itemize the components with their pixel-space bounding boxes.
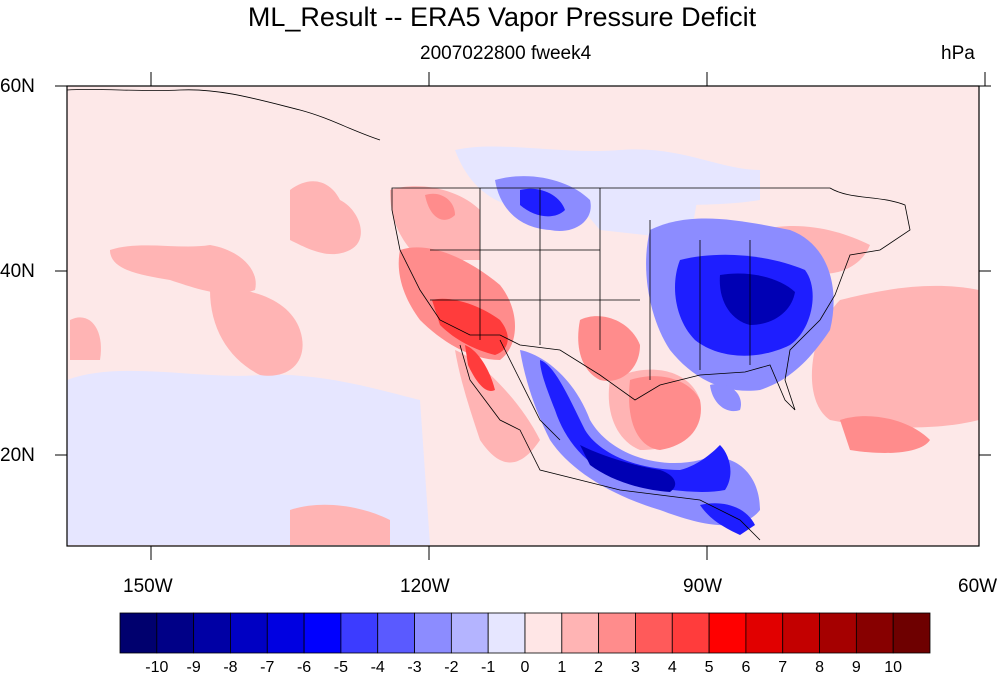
field-darkest-blue	[580, 273, 795, 492]
colorbar-swatch	[377, 612, 415, 654]
colorbar-swatch	[340, 612, 379, 654]
lat-label-60n: 60N	[0, 76, 35, 97]
colorbar-tick-label: -2	[444, 659, 459, 676]
colorbar-tick-label: 9	[851, 659, 861, 676]
colorbar-swatch	[156, 612, 195, 654]
lon-label-120w: 120W	[400, 576, 450, 597]
colorbar-tick-label: -3	[407, 659, 422, 676]
colorbar-swatch	[635, 612, 673, 654]
colorbar-swatch	[745, 612, 784, 654]
lon-label-60w: 60W	[958, 576, 998, 597]
colorbar-swatch	[303, 612, 342, 654]
colorbar-swatch	[487, 612, 526, 654]
colorbar-swatch	[892, 612, 931, 654]
colorbar-swatch	[855, 612, 894, 654]
colorbar-tick-label: 2	[594, 659, 604, 676]
lat-label-40n: 40N	[0, 261, 35, 282]
map-title: ML_Result -- ERA5 Vapor Pressure Deficit	[247, 2, 757, 32]
units-label: hPa	[941, 43, 975, 64]
colorbar-swatch	[230, 612, 268, 654]
colorbar-tick-label: -5	[333, 659, 349, 676]
colorbar-tick-label: 1	[557, 659, 567, 676]
colorbar-swatch	[561, 612, 600, 654]
colorbar-swatch	[708, 612, 747, 654]
colorbar-tick-label: -10	[145, 659, 169, 676]
colorbar-swatch	[524, 612, 563, 654]
colorbar-tick-label: -6	[296, 659, 312, 676]
lon-label-150w: 150W	[123, 576, 173, 597]
colorbar-tick-label: -4	[370, 659, 385, 676]
field-light-blue	[67, 146, 760, 545]
colorbar-tick-label: 7	[778, 659, 788, 676]
colorbar-swatch	[598, 612, 636, 654]
colorbar-tick-label: -8	[223, 659, 238, 676]
colorbar-tick-label: -7	[260, 659, 275, 676]
colorbar-swatch	[450, 612, 489, 654]
map-frame	[66, 85, 980, 547]
colorbar-tick-label: 0	[520, 659, 530, 676]
colorbar-tick-label: -1	[481, 659, 496, 676]
lat-label-20n: 20N	[0, 445, 35, 466]
colorbar-swatch	[266, 612, 305, 654]
colorbar-swatch	[819, 612, 857, 654]
colorbar-swatch	[193, 612, 231, 654]
colorbar-swatch	[782, 612, 820, 654]
colorbar-swatch	[671, 612, 710, 654]
colorbar-swatch	[414, 612, 452, 654]
colorbar-swatch	[119, 612, 158, 654]
colorbar-tick-label: 6	[741, 659, 751, 676]
colorbar-tick-label: 4	[667, 659, 677, 676]
colorbar-tick-label: 10	[884, 659, 903, 676]
colorbar-tick-label: 8	[815, 659, 824, 676]
tick-marks	[55, 72, 991, 560]
colorbar-tick-label: 3	[631, 659, 640, 676]
map-subtitle: 2007022800 fweek4	[420, 43, 592, 64]
colorbar-tick-label: 5	[704, 659, 714, 676]
field-strong-red	[432, 298, 508, 391]
colorbar	[119, 612, 931, 654]
colorbar-tick-label: -9	[186, 659, 201, 676]
boundaries	[66, 89, 911, 541]
lon-label-90w: 90W	[683, 576, 723, 597]
